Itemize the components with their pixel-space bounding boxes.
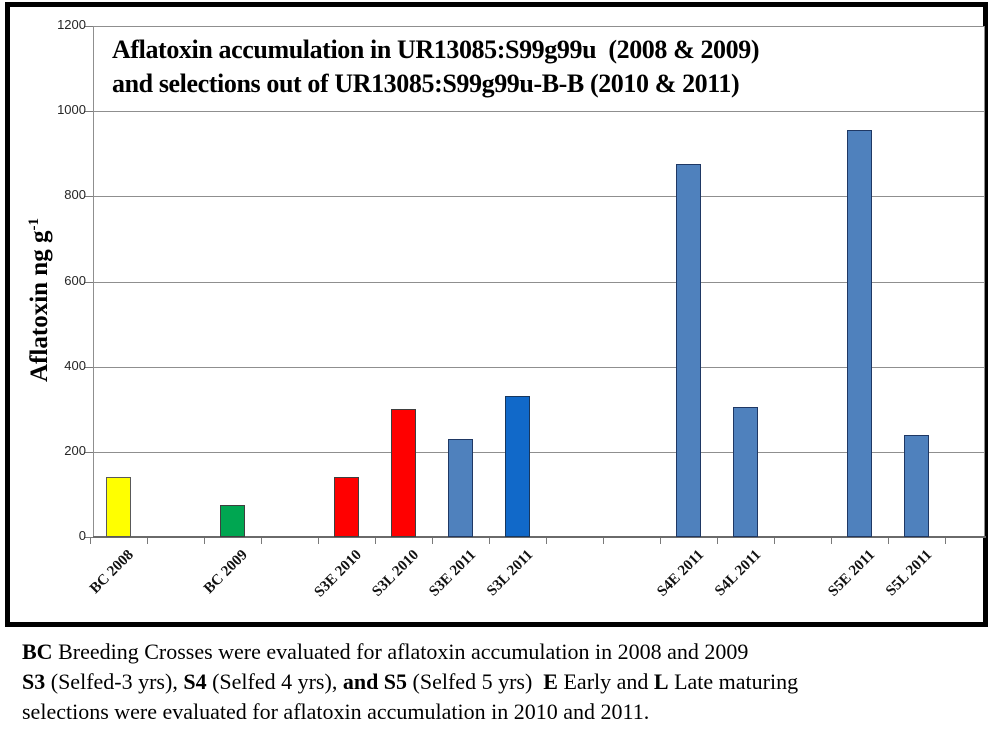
caption-text: selections were evaluated for aflatoxin … [22,699,650,724]
chart-title-line2: and selections out of UR13085:S99g99u-B-… [112,69,740,98]
x-axis-line [93,536,986,538]
caption-bold-term: and S5 [342,669,408,694]
caption-text: (Selfed-3 yrs), [45,669,184,694]
caption-text: Early and [557,669,654,694]
y-axis-title-superscript: -1 [25,218,42,231]
y-axis-title-text: Aflatoxin ng g [26,230,54,382]
y-axis-title: Aflatoxin ng g-1 [26,218,54,382]
caption-text: (Selfed 4 yrs), [206,669,343,694]
caption-bold-term: S4 [183,669,207,694]
caption-bold-term: E [543,669,558,694]
caption-text: Breeding Crosses were evaluated for afla… [52,639,749,664]
chart-title-line1: Aflatoxin accumulation in UR13085:S99g99… [112,35,760,64]
caption-bold-term: L [653,669,669,694]
caption-line: S3 (Selfed-3 yrs), S4 (Selfed 4 yrs), an… [22,667,980,697]
caption-bold-term: BC [22,639,53,664]
chart-title: Aflatoxin accumulation in UR13085:S99g99… [112,33,760,101]
caption-line: BC Breeding Crosses were evaluated for a… [22,637,980,667]
caption-text: (Selfed 5 yrs) [407,669,544,694]
caption-text: Late maturing [668,669,799,694]
caption-bold-term: S3 [22,669,46,694]
caption-line: selections were evaluated for aflatoxin … [22,697,980,727]
chart-plot-area [93,26,985,537]
caption: BC Breeding Crosses were evaluated for a… [22,637,980,727]
